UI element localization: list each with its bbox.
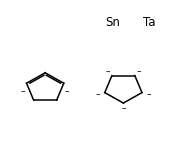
- Text: Sn: Sn: [105, 16, 120, 29]
- Text: –: –: [65, 87, 70, 96]
- Text: –: –: [137, 67, 141, 76]
- Text: –: –: [121, 104, 126, 113]
- Text: –: –: [21, 87, 25, 96]
- Text: –: –: [146, 90, 151, 99]
- Text: –: –: [96, 90, 100, 99]
- Text: –: –: [105, 67, 110, 76]
- Text: Ta: Ta: [143, 16, 156, 29]
